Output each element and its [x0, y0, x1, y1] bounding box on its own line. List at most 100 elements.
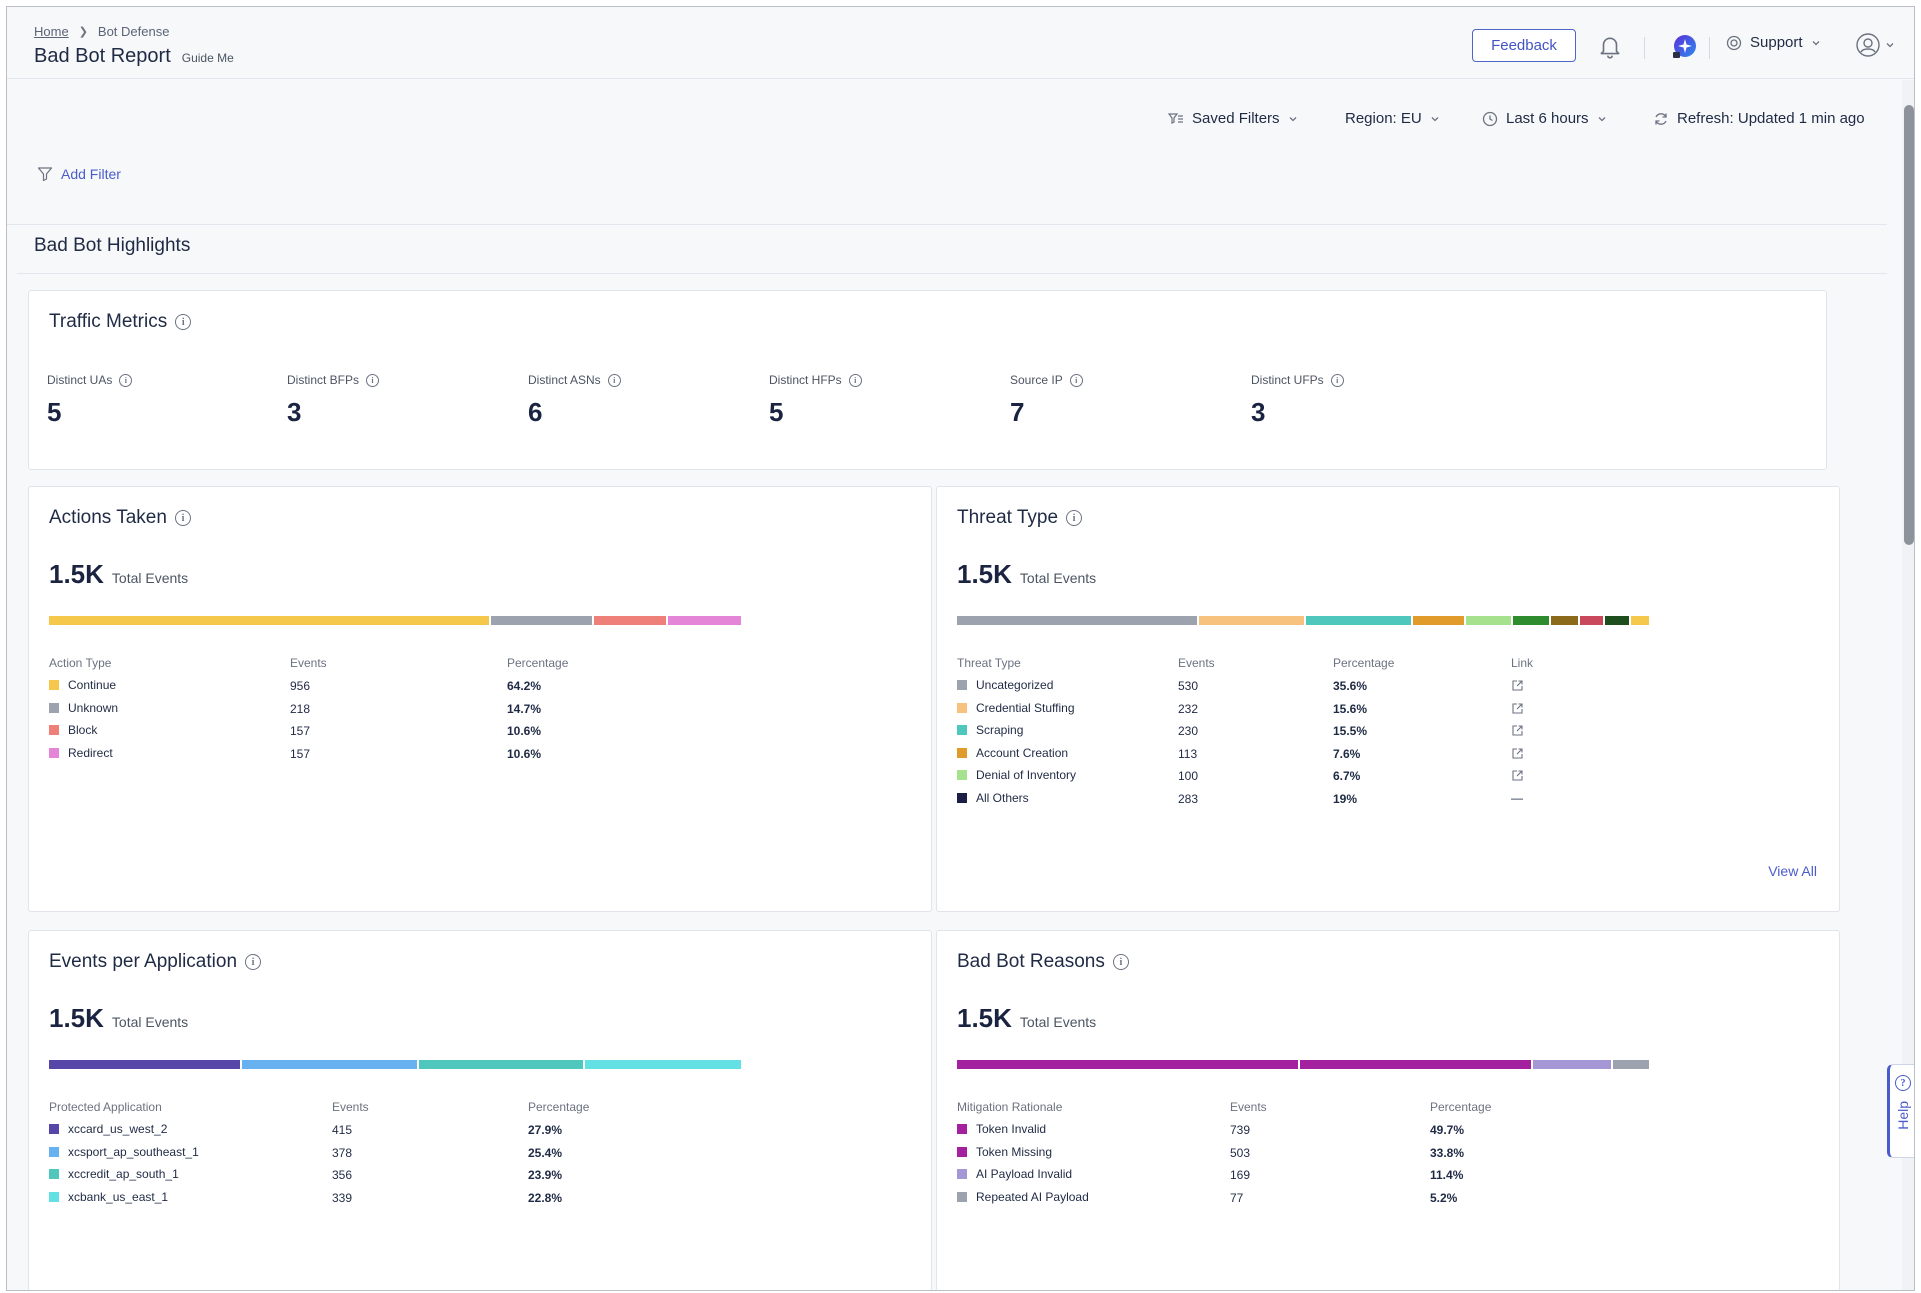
- table-row-name: Scraping: [957, 723, 1023, 737]
- metric-label: Distinct BFPs: [287, 373, 360, 387]
- ai-assistant-icon[interactable]: [1670, 33, 1698, 61]
- bar-segment: [593, 616, 667, 625]
- scrollbar-thumb[interactable]: [1904, 105, 1914, 545]
- row-label: Unknown: [68, 700, 119, 715]
- total-events-value: 1.5K: [49, 1003, 104, 1033]
- bell-icon[interactable]: [1597, 33, 1623, 61]
- breadcrumb: Home ❯ Bot Defense: [34, 24, 169, 39]
- legend-swatch: [49, 1169, 59, 1179]
- metric-label-row: Distinct UAs i: [47, 373, 133, 387]
- legend-swatch: [957, 1191, 967, 1202]
- row-percentage: 11.4%: [1430, 1168, 1464, 1182]
- distribution-bar: [957, 616, 1649, 625]
- legend-swatch: [957, 680, 967, 690]
- bar-segment: [1198, 616, 1305, 625]
- bar-segment: [957, 1060, 1298, 1069]
- info-icon[interactable]: i: [119, 373, 133, 387]
- bar-segment: [1613, 1060, 1649, 1069]
- refresh-button[interactable]: Refresh: Updated 1 min ago: [1653, 110, 1865, 127]
- metric-label: Source IP: [1010, 373, 1063, 387]
- external-link-icon[interactable]: [1511, 702, 1524, 715]
- column-header: Mitigation Rationale: [957, 1100, 1063, 1114]
- row-percentage: 14.7%: [507, 701, 542, 716]
- info-icon[interactable]: i: [1330, 373, 1344, 387]
- bar-segment: [242, 1060, 417, 1069]
- region-dropdown[interactable]: Region: EU: [1345, 110, 1440, 127]
- metric-value: 3: [1251, 397, 1266, 427]
- distribution-bar: [49, 1060, 741, 1069]
- metric-value: 3: [287, 397, 302, 427]
- row-percentage: 6.7%: [1333, 769, 1361, 783]
- section-title: Bad Bot Highlights: [34, 235, 191, 256]
- metric-label: Distinct HFPs: [769, 373, 842, 387]
- info-icon[interactable]: i: [245, 954, 262, 970]
- info-icon[interactable]: i: [1112, 954, 1129, 970]
- column-header: Events: [1230, 1100, 1267, 1114]
- row-label: Block: [68, 723, 98, 737]
- card-title: Threat Type: [957, 507, 1059, 528]
- lifebuoy-icon: [1726, 35, 1742, 50]
- row-events: 169: [1230, 1168, 1251, 1182]
- row-events: 415: [332, 1123, 353, 1137]
- table-row-name: AI Payload Invalid: [957, 1167, 1072, 1181]
- metric-label-row: Distinct HFPs i: [769, 373, 862, 387]
- legend-swatch: [49, 1191, 59, 1202]
- bar-segment: [1465, 616, 1511, 625]
- external-link-icon[interactable]: [1511, 679, 1524, 692]
- card-title: Events per Application: [49, 951, 238, 972]
- chevron-down-icon: [1431, 116, 1439, 121]
- row-label: Token Invalid: [976, 1122, 1047, 1136]
- metric-value: 7: [1010, 397, 1025, 427]
- breadcrumb-home-link[interactable]: Home: [34, 24, 69, 39]
- row-label: Token Missing: [976, 1144, 1053, 1159]
- table-row-name: xcsport_ap_southeast_1: [49, 1145, 199, 1159]
- bar-segment: [1412, 616, 1464, 625]
- help-tab[interactable]: ? Help: [1887, 1064, 1914, 1158]
- total-events-value: 1.5K: [49, 559, 104, 589]
- row-label: Continue: [68, 678, 117, 692]
- row-events: 230: [1178, 724, 1199, 738]
- guide-me-link[interactable]: Guide Me: [181, 51, 234, 65]
- info-icon[interactable]: i: [848, 373, 862, 387]
- bar-segment: [957, 616, 1197, 625]
- feedback-button[interactable]: Feedback: [1472, 29, 1576, 62]
- total-events-label: Total Events: [1019, 570, 1097, 586]
- bar-segment: [1550, 616, 1578, 625]
- info-icon[interactable]: i: [174, 510, 191, 526]
- user-menu[interactable]: [1855, 32, 1895, 58]
- support-menu[interactable]: Support: [1726, 34, 1821, 51]
- legend-swatch: [957, 770, 967, 780]
- column-header: Events: [290, 656, 327, 670]
- row-percentage: 22.8%: [528, 1190, 563, 1205]
- info-icon[interactable]: i: [366, 373, 380, 387]
- metric-value: 5: [47, 397, 62, 427]
- legend-swatch: [49, 725, 59, 735]
- info-icon[interactable]: i: [1069, 373, 1083, 387]
- column-header: Threat Type: [957, 656, 1021, 670]
- row-label: xcbank_us_east_1: [68, 1189, 169, 1204]
- legend-swatch: [957, 1124, 967, 1134]
- info-icon[interactable]: i: [1066, 510, 1083, 526]
- legend-swatch: [957, 792, 967, 803]
- row-label: Scraping: [976, 723, 1024, 737]
- external-link-icon[interactable]: [1511, 724, 1524, 737]
- chevron-right-icon: ❯: [78, 26, 88, 38]
- row-percentage: 25.4%: [528, 1145, 563, 1160]
- row-label: Uncategorized: [976, 678, 1054, 692]
- external-link-icon[interactable]: [1511, 747, 1524, 760]
- chevron-down-icon: [1886, 43, 1894, 48]
- info-icon[interactable]: i: [175, 314, 192, 330]
- view-all-link[interactable]: View All: [1768, 863, 1817, 879]
- info-icon[interactable]: i: [607, 373, 621, 387]
- row-events: 339: [332, 1190, 353, 1205]
- column-header: Percentage: [528, 1100, 590, 1114]
- section-divider: [17, 273, 1887, 274]
- metric-item: Distinct UFPs i 3: [1251, 373, 1344, 428]
- bar-segment: [584, 1060, 741, 1069]
- metric-label: Distinct UFPs: [1251, 373, 1324, 387]
- row-events: 530: [1178, 679, 1199, 693]
- external-link-icon[interactable]: [1511, 769, 1524, 782]
- time-range-dropdown[interactable]: Last 6 hours: [1482, 110, 1607, 127]
- saved-filters-dropdown[interactable]: Saved Filters: [1168, 110, 1298, 127]
- add-filter-button[interactable]: Add Filter: [37, 166, 121, 182]
